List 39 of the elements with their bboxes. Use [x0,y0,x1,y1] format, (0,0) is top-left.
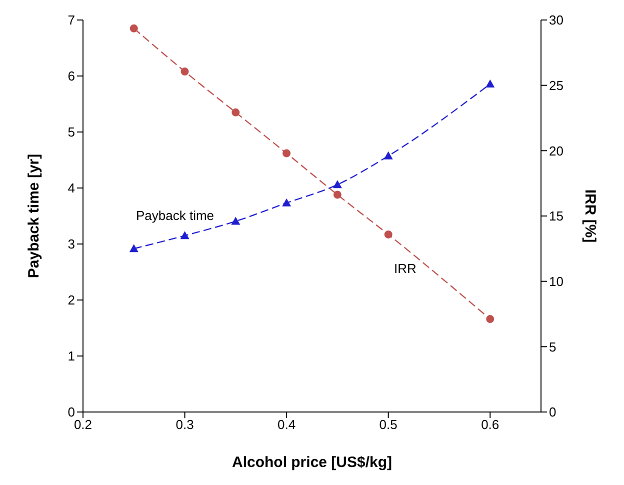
point [180,68,189,76]
annotation: Payback time [136,208,214,223]
y-tick-label: 1 [68,348,75,364]
point [231,216,240,225]
y-tick-label: 2 [68,292,75,308]
point [282,198,292,206]
y2-axis-title: IRR [%] [582,189,599,243]
x-tick-label: 0.6 [481,417,500,432]
y2-tick-label: 30 [549,12,564,28]
point [282,149,291,158]
y2-tick-label: 0 [549,404,556,420]
x-tick-label: 0.3 [176,417,194,432]
x-axis-title: Alcohol price [US$/kg] [232,454,392,471]
y-axis-title: Payback time [yr] [25,154,42,278]
point [130,24,138,32]
point [333,190,342,199]
point [332,180,342,188]
point [486,80,495,88]
point [129,244,138,252]
y-tick-label: 5 [68,124,75,140]
y-tick-label: 6 [68,68,75,84]
x-tick-label: 0.4 [278,417,296,432]
x-tick-label: 0.2 [74,417,92,432]
y2-tick-label: 10 [549,274,564,289]
x-tick-label: 0.5 [379,417,398,432]
y-tick-label: 7 [68,12,75,28]
point [180,231,190,240]
y-tick-label: 4 [68,180,75,196]
y2-tick-label: 15 [549,208,564,224]
annotation: IRR [394,261,416,276]
y-tick-label: 3 [68,236,75,252]
point [384,151,393,160]
point [486,315,494,324]
y-tick-label: 0 [68,404,75,420]
y2-tick-label: 5 [549,339,556,354]
point [384,230,392,238]
y2-tick-label: 25 [549,78,564,93]
y2-tick-label: 20 [549,143,564,158]
point [232,108,240,116]
